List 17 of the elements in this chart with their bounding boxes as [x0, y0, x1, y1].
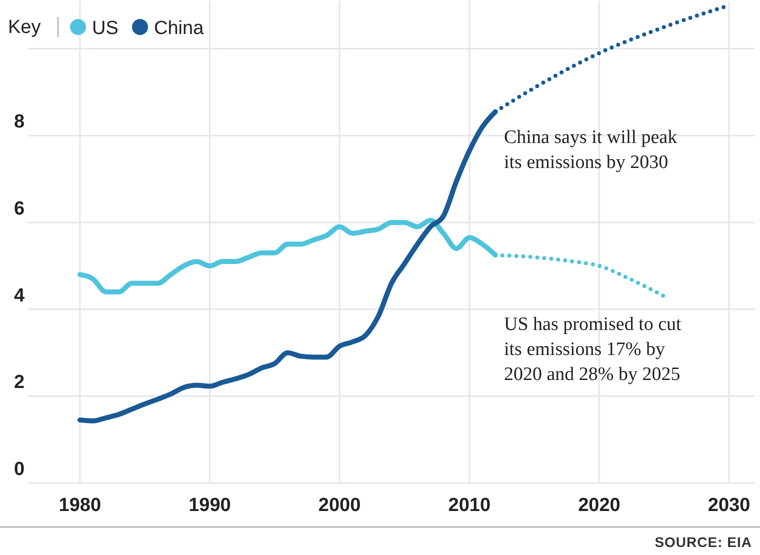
y-tick-label: 2: [14, 372, 25, 394]
annotation: US has promised to cut its emissions 17% by 2020 and 28% by 2025: [504, 314, 682, 385]
x-tick-label: 2030: [708, 495, 750, 516]
source-note: SOURCE: EIA: [654, 534, 752, 550]
y-tick-label: 8: [14, 112, 25, 133]
x-tick-label: 1990: [188, 495, 231, 516]
y-tick-label: 6: [14, 198, 25, 220]
legend-label: China: [154, 18, 204, 39]
x-tick-label: 2010: [448, 495, 491, 516]
legend-label: US: [92, 18, 118, 39]
x-tick-label: 2020: [578, 495, 620, 516]
y-tick-label: 0: [14, 459, 25, 480]
legend-title: Key: [8, 17, 42, 38]
x-tick-label: 2000: [318, 495, 361, 516]
x-tick-label: 1980: [58, 495, 102, 516]
annotation: China says it will peak its emissions by 2030: [504, 127, 678, 173]
y-tick-label: 4: [14, 285, 25, 306]
